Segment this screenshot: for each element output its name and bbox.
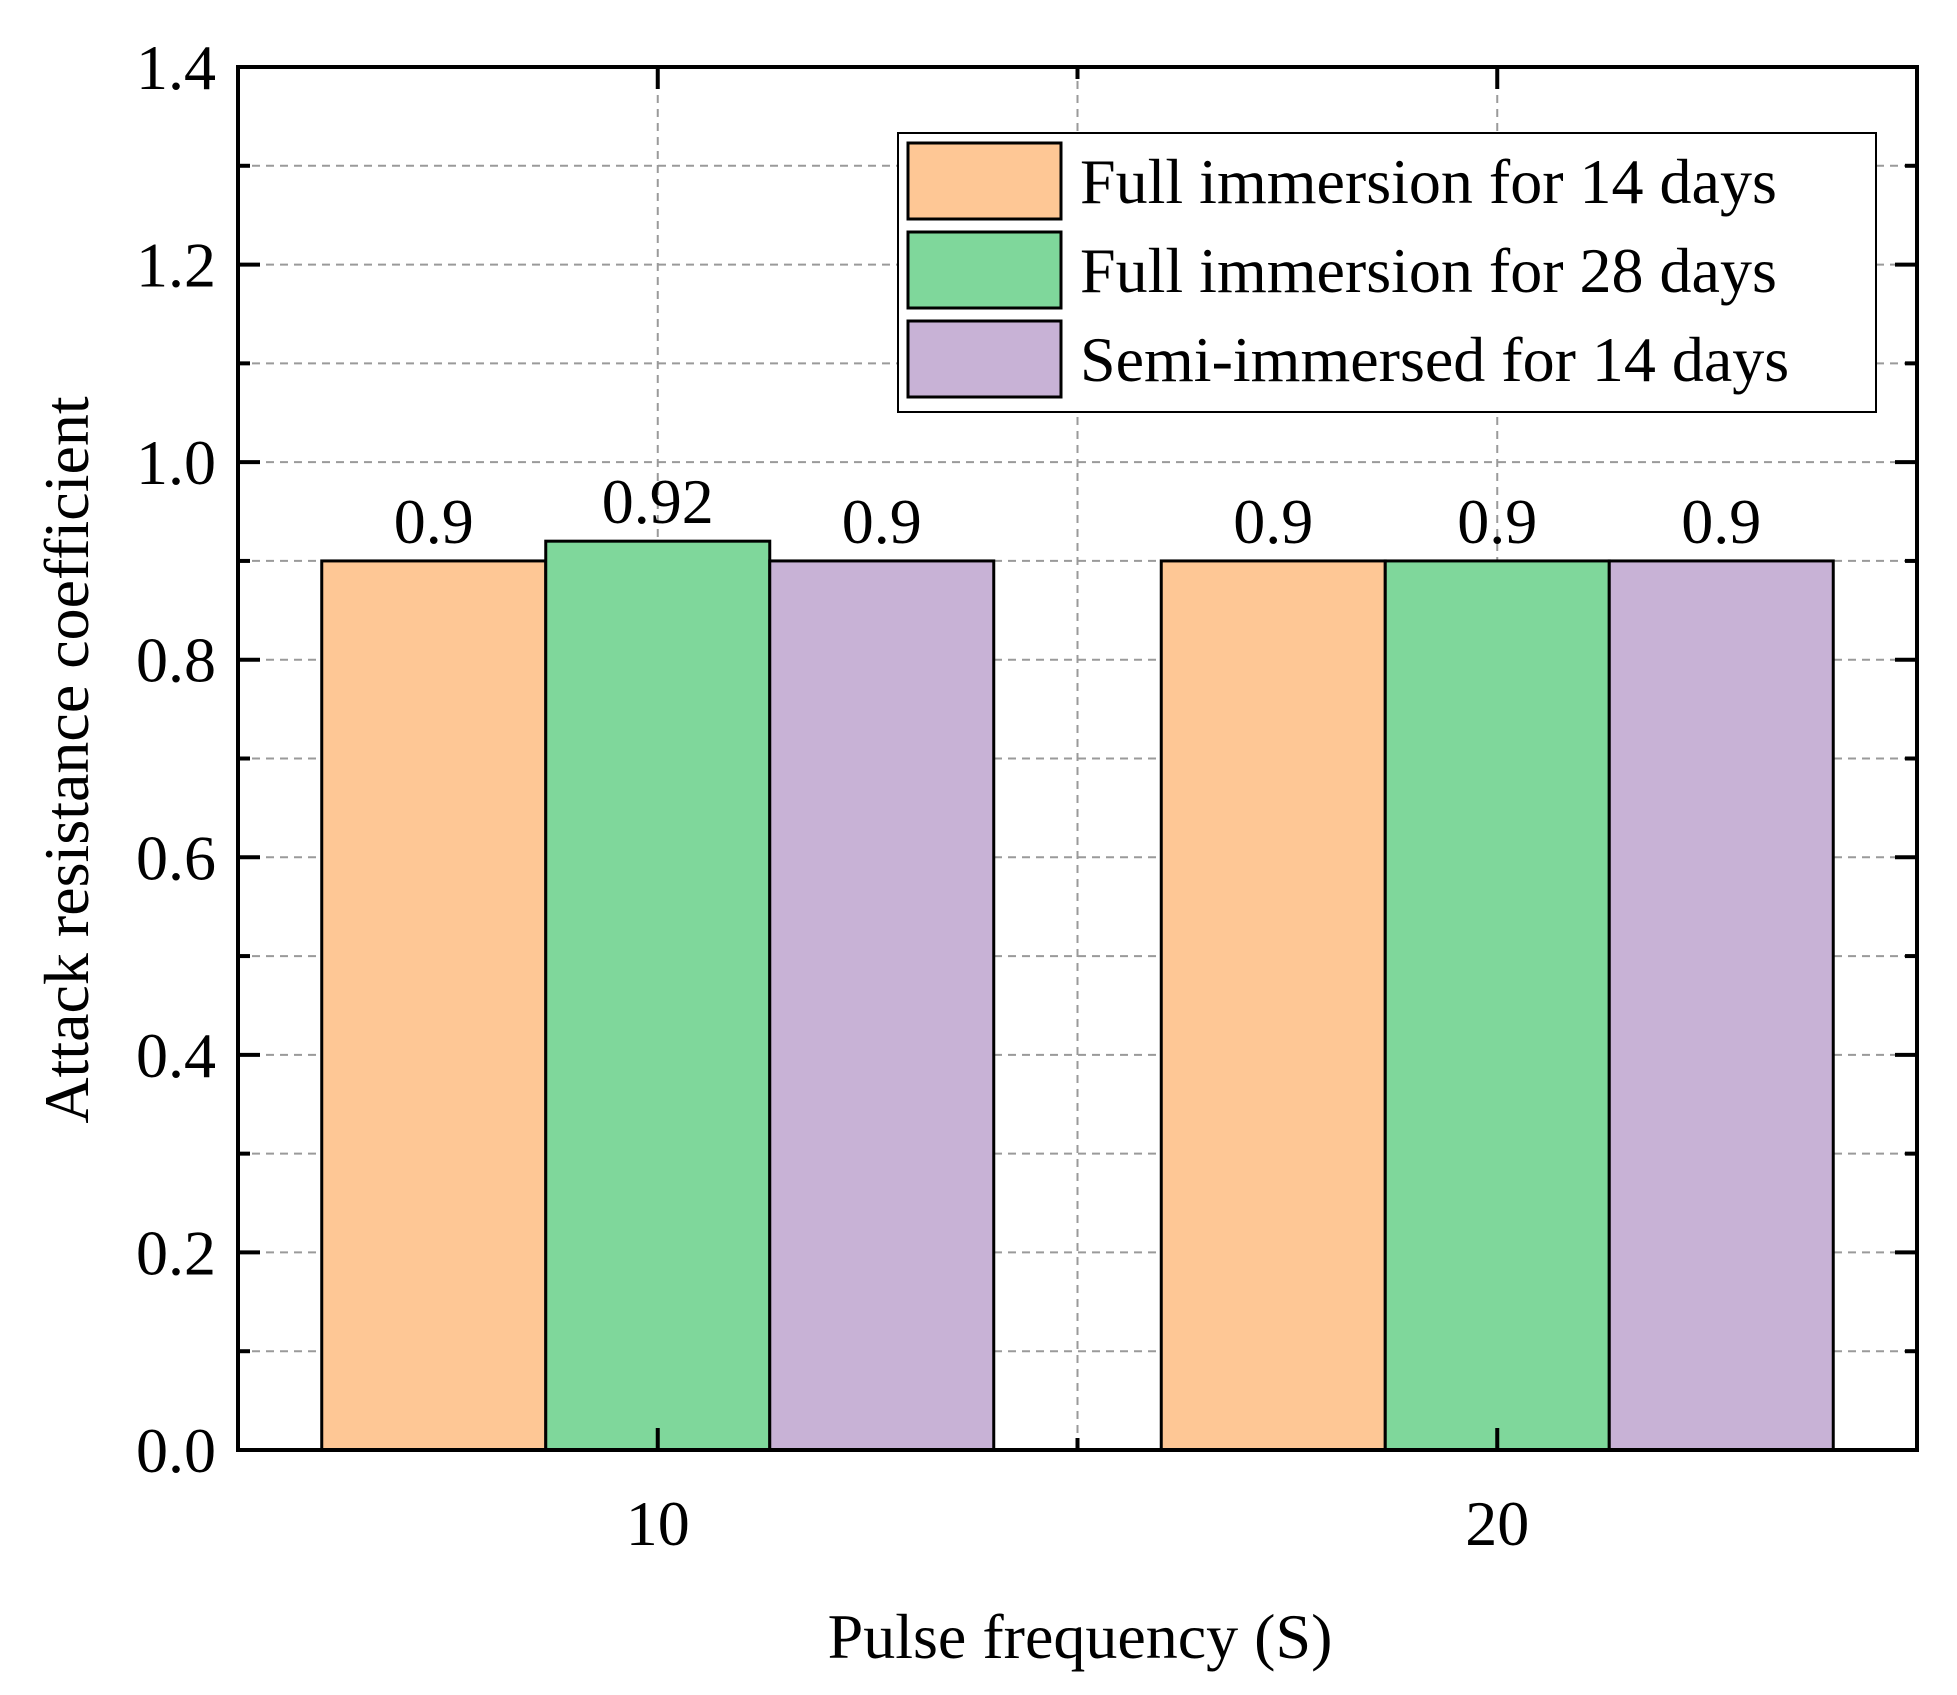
x-axis-label: Pulse frequency (S) [828, 1601, 1333, 1672]
legend-label: Full immersion for 28 days [1080, 235, 1777, 306]
bar-2-10 [544, 539, 772, 1452]
x-tick-label: 10 [626, 1488, 690, 1559]
y-tick-label: 0.8 [136, 625, 216, 696]
bar-3-10 [768, 559, 996, 1452]
y-tick-label: 0.6 [136, 822, 216, 893]
data-label: 0.9 [1681, 486, 1761, 557]
y-tick-label: 0.2 [136, 1217, 216, 1288]
legend-swatch [906, 230, 1063, 310]
data-label: 0.9 [842, 486, 922, 557]
bar-1-10 [320, 559, 548, 1452]
bar-3-20 [1607, 559, 1835, 1452]
labels-layer: 0.9 0.9 0.92 0.9 0.9 0.9 0.0 0.2 0.4 0.6 0.8 1.0 1.2… [136, 32, 1761, 1559]
legend-swatch [906, 141, 1063, 221]
y-tick-label: 1.4 [136, 32, 216, 103]
data-label: 0.9 [394, 486, 474, 557]
legend: Full immersion for 14 days Full immersion… [897, 132, 1877, 413]
data-label: 0.9 [1233, 486, 1313, 557]
bars-layer [320, 539, 1835, 1452]
legend-label: Full immersion for 14 days [1080, 146, 1777, 217]
y-tick-label: 1.0 [136, 427, 216, 498]
data-label: 0.92 [602, 466, 714, 537]
axis-layer [236, 65, 1919, 1452]
legend-label: Semi-immersed for 14 days [1080, 324, 1789, 395]
bar-1-20 [1159, 559, 1387, 1452]
data-label: 0.9 [1457, 486, 1537, 557]
y-tick-label: 0.0 [136, 1415, 216, 1486]
bar-2-20 [1383, 559, 1611, 1452]
x-tick-label: 20 [1465, 1488, 1529, 1559]
y-axis-label: Attack resistance coefficient [31, 396, 102, 1124]
y-tick-label: 1.2 [136, 230, 216, 301]
legend-swatch [906, 319, 1063, 399]
y-tick-label: 0.4 [136, 1020, 216, 1091]
